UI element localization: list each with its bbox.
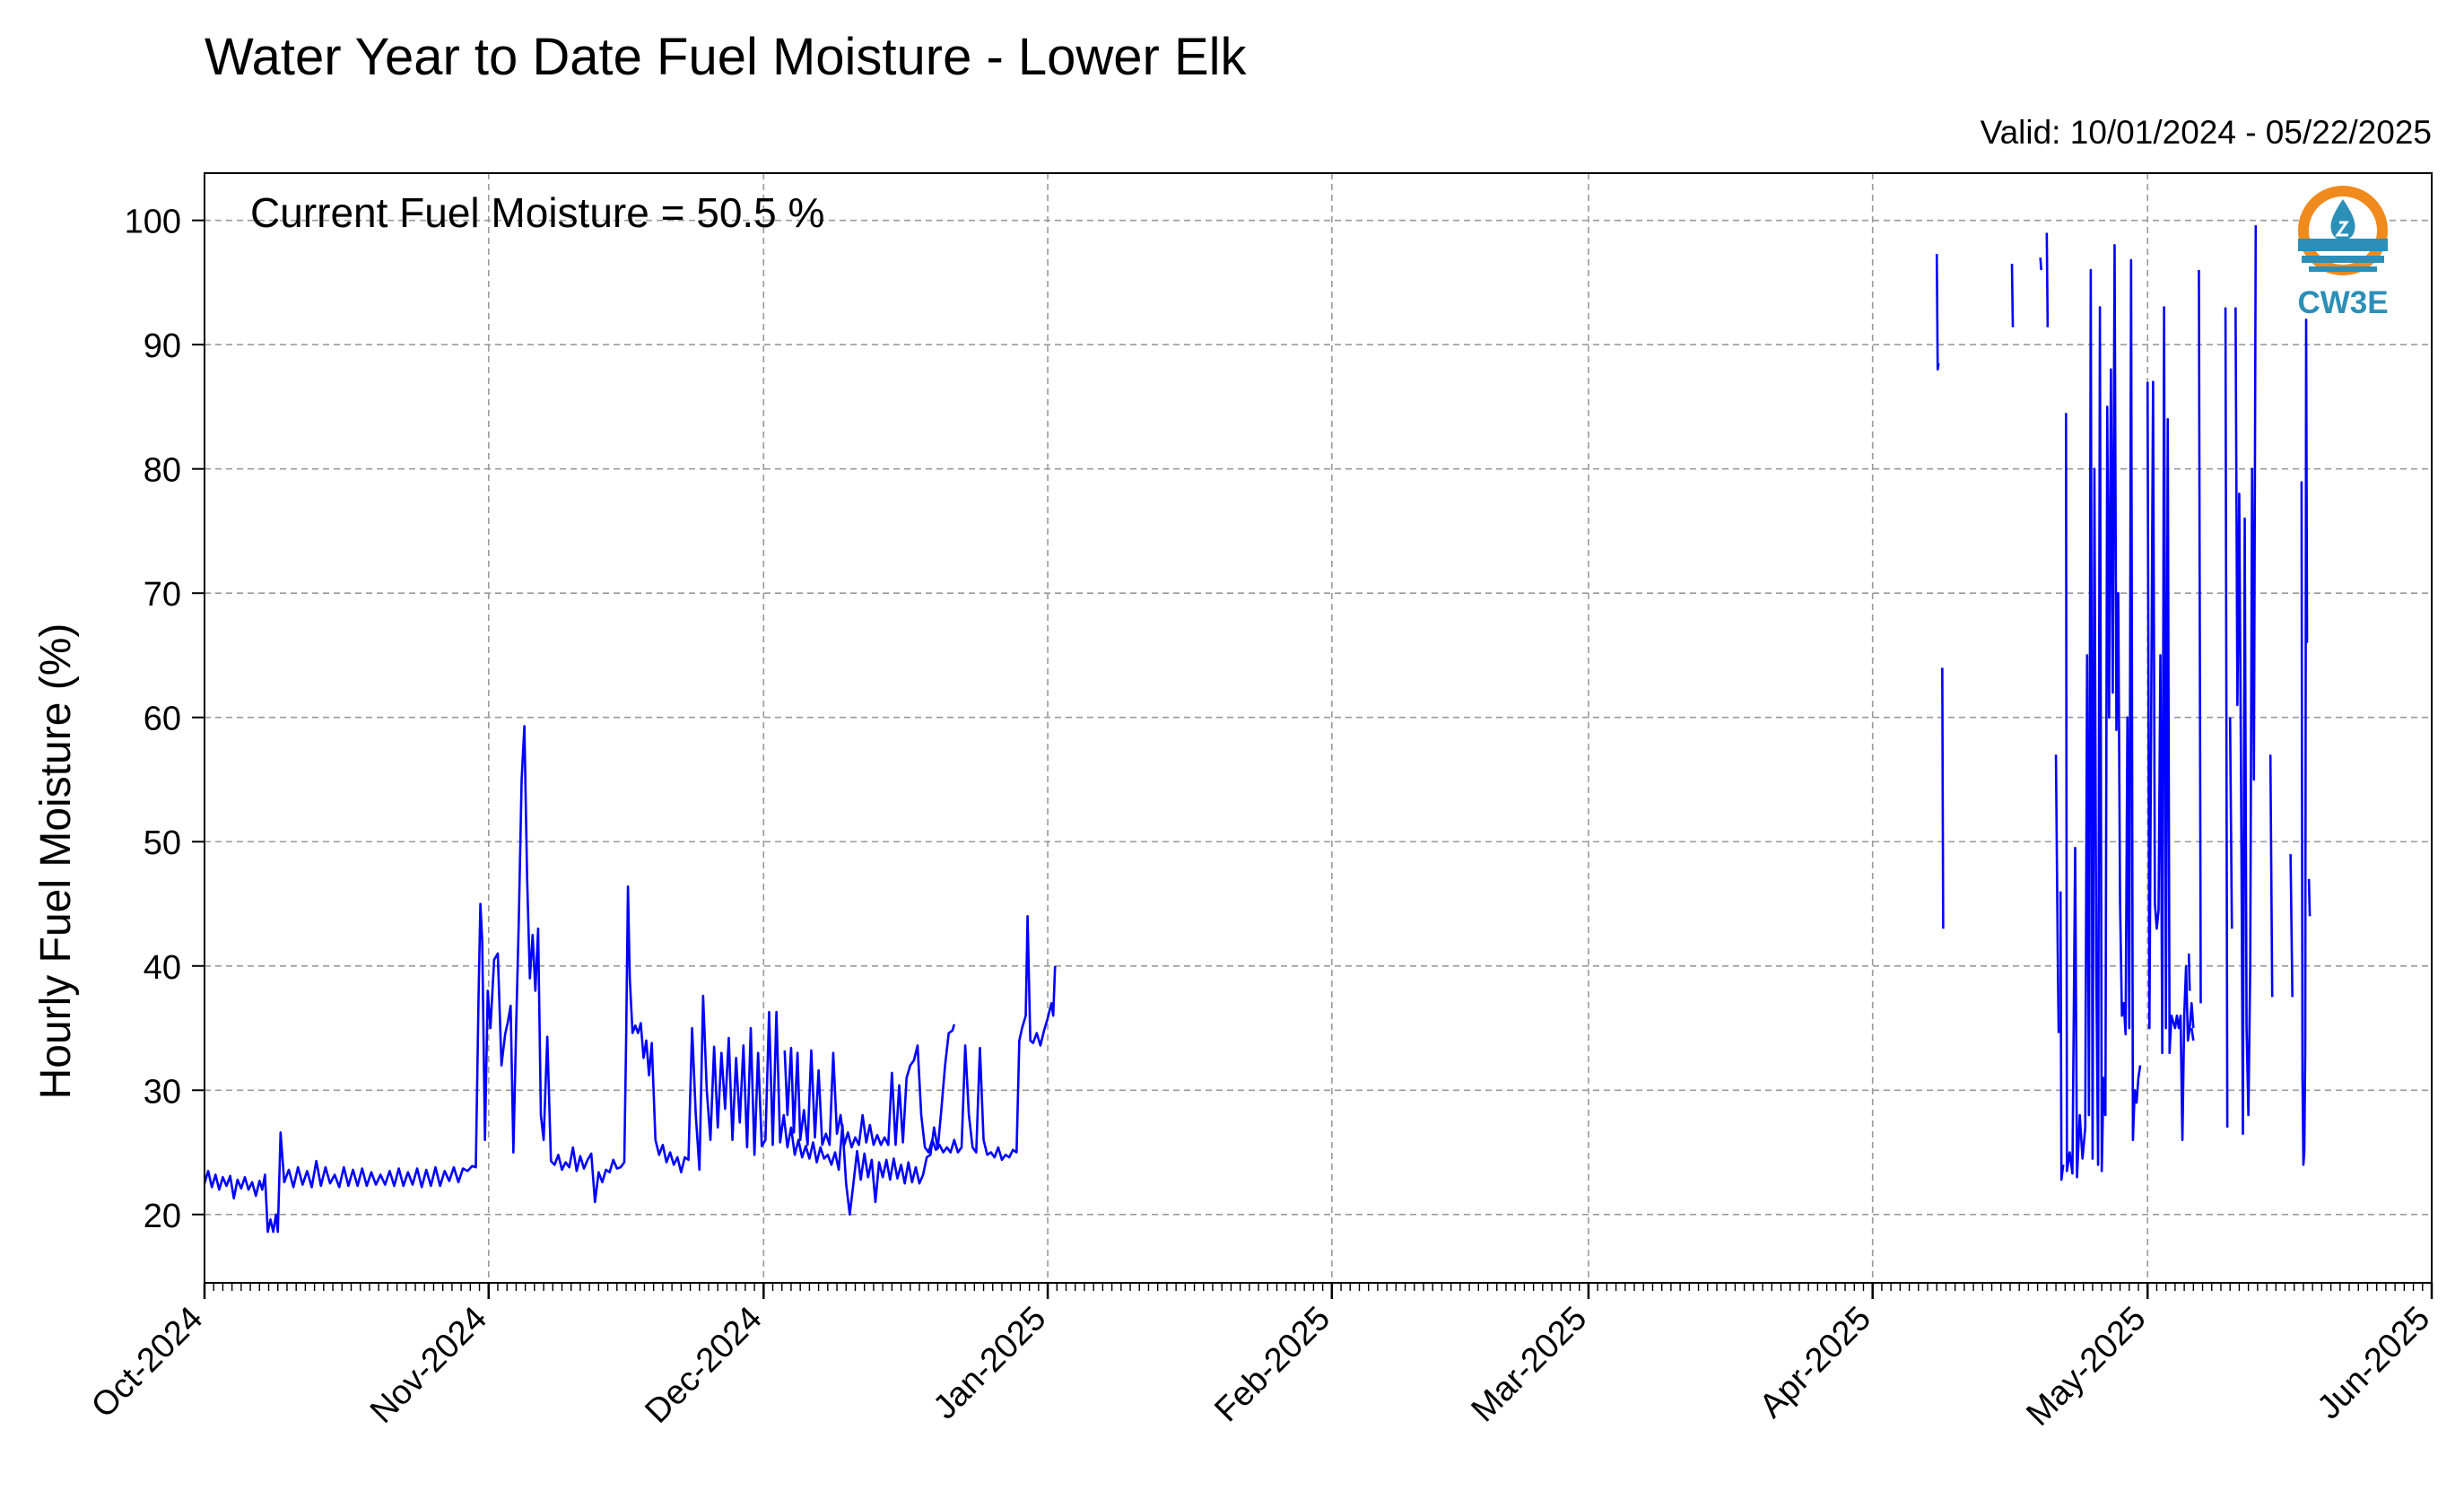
line-segment	[2045, 232, 2050, 327]
chart-title: Water Year to Date Fuel Moisture - Lower…	[205, 28, 1248, 86]
logo-water-band	[2298, 239, 2388, 251]
y-tick-label: 100	[125, 204, 181, 241]
y-tick-label: 80	[144, 452, 181, 490]
line-segment	[2300, 318, 2309, 1166]
line-segment	[2198, 270, 2202, 1004]
line-segment	[2190, 1027, 2195, 1042]
line-segment	[783, 915, 1057, 1162]
y-tick-label: 70	[144, 576, 181, 614]
line-segment	[2054, 754, 2060, 1033]
line-segment	[2146, 306, 2195, 1141]
line-segment	[2234, 225, 2258, 1136]
y-tick-label: 30	[144, 1073, 181, 1111]
line-segment	[2228, 717, 2233, 929]
line-segment	[1941, 667, 1945, 929]
logo-drop-icon	[2330, 199, 2355, 240]
logo-bolt-icon	[2335, 221, 2349, 237]
current-value-annotation: Current Fuel Moisture = 50.5 %	[250, 189, 824, 236]
line-segment	[2065, 244, 2142, 1179]
cw3e-logo: CW3E	[2297, 186, 2389, 320]
y-tick-label: 20	[144, 1198, 181, 1235]
gridlines	[205, 173, 2432, 1283]
line-segment	[203, 725, 956, 1233]
logo-water-band	[2302, 256, 2384, 263]
y-tick-label: 90	[144, 327, 181, 365]
line-segment	[2289, 854, 2294, 998]
logo-water-band	[2309, 266, 2377, 272]
line-segment	[2268, 754, 2274, 998]
line-segment	[2307, 878, 2312, 917]
line-segment	[2059, 891, 2065, 1181]
line-segment	[2224, 307, 2229, 1128]
line-segment	[2187, 953, 2191, 991]
series-line	[203, 225, 2312, 1233]
plot-frame	[204, 172, 2433, 1284]
logo-text: CW3E	[2297, 285, 2388, 320]
line-segment	[2039, 257, 2043, 271]
y-tick-label: 50	[144, 824, 181, 862]
y-tick-label: 60	[144, 701, 181, 738]
y-axis-label: Hourly Fuel Moisture (%)	[32, 623, 80, 1100]
line-segment	[2010, 264, 2015, 327]
chart-subtitle: Valid: 10/01/2024 - 05/22/2025	[1981, 114, 2432, 151]
x-minor-ticks	[204, 1283, 2433, 1291]
y-tick-label: 40	[144, 949, 181, 987]
line-segment	[1935, 254, 1940, 371]
